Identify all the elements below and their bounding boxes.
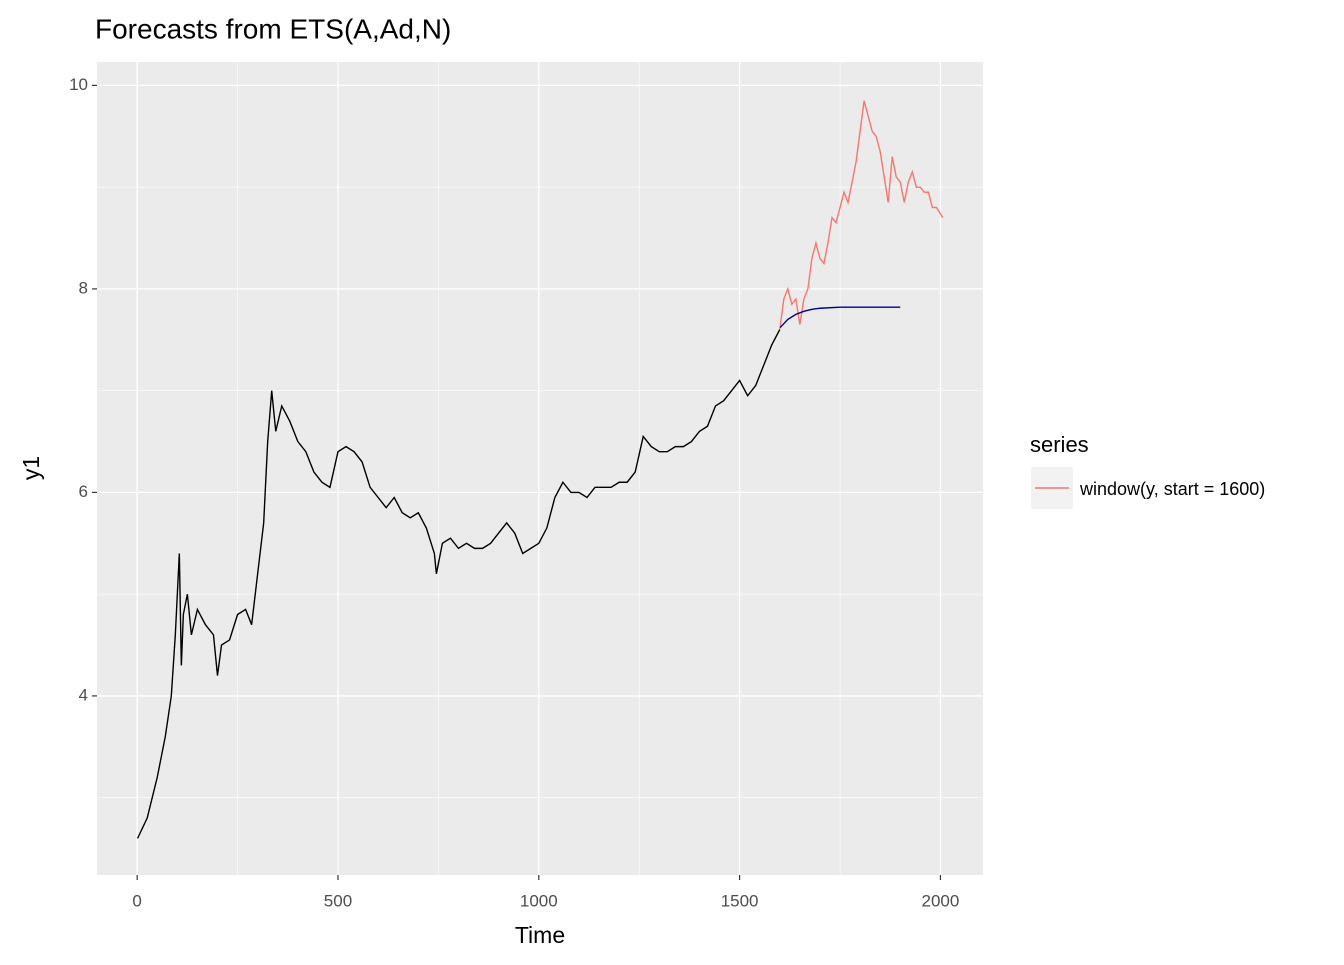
x-tick-label: 1500 [721, 891, 759, 910]
x-tick-label: 1000 [520, 891, 558, 910]
y-tick-label: 8 [79, 278, 88, 297]
series-line [779, 100, 944, 330]
y-tick-label: 6 [79, 482, 88, 501]
x-tick-label: 500 [324, 891, 352, 910]
series-line [779, 306, 901, 329]
x-tick-label: 0 [132, 891, 141, 910]
legend-title: series [1030, 432, 1089, 457]
y-axis-title: y1 [18, 456, 44, 480]
x-axis-title: Time [515, 922, 565, 948]
chart-title: Forecasts from ETS(A,Ad,N) [95, 13, 451, 44]
y-tick-label: 4 [79, 685, 88, 704]
series-line [136, 329, 781, 839]
panel [97, 62, 983, 875]
legend-label: window(y, start = 1600) [1079, 479, 1265, 499]
x-tick-label: 2000 [922, 891, 960, 910]
y-tick-label: 10 [69, 75, 88, 94]
